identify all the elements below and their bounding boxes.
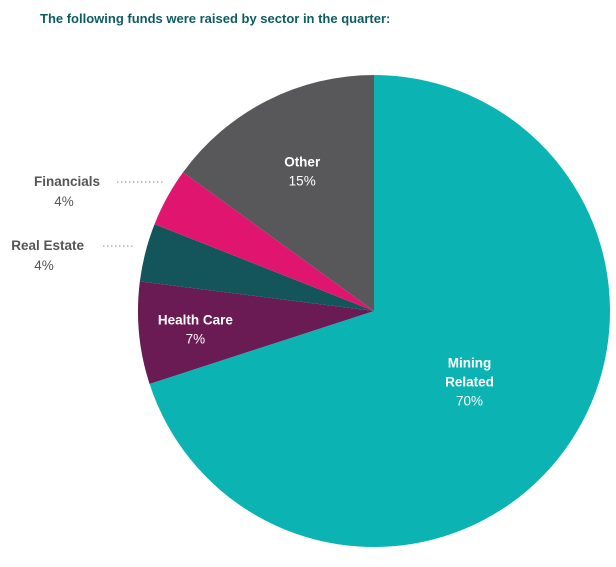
slice-value-financials: 4% [54, 194, 74, 209]
slice-value-other: 15% [289, 174, 316, 189]
pie-slices [137, 75, 610, 547]
pie-slice-real-estate [139, 224, 374, 311]
slice-label-financials: Financials [34, 174, 100, 189]
pie-slice-other [183, 75, 374, 311]
slice-label-mining-related-line-1: Mining [448, 355, 492, 370]
slice-label-health-care: Health Care [158, 312, 234, 327]
chart-title: The following funds were raised by secto… [40, 11, 391, 26]
slice-value-mining-related: 70% [456, 393, 483, 408]
slice-label-mining-related-line-2: Related [445, 374, 494, 389]
pie-slice-mining-related [149, 75, 610, 547]
leader-lines [103, 181, 165, 247]
slice-value-real-estate: 4% [34, 258, 54, 273]
slice-value-health-care: 7% [186, 331, 206, 346]
slice-labels: Mining Related 70% Health Care 7% Real Estate… [11, 155, 494, 409]
slice-label-real-estate: Real Estate [11, 238, 84, 253]
pie-slice-financials [154, 172, 374, 311]
pie-slice-health-care [137, 281, 374, 384]
slice-label-other: Other [284, 155, 321, 170]
